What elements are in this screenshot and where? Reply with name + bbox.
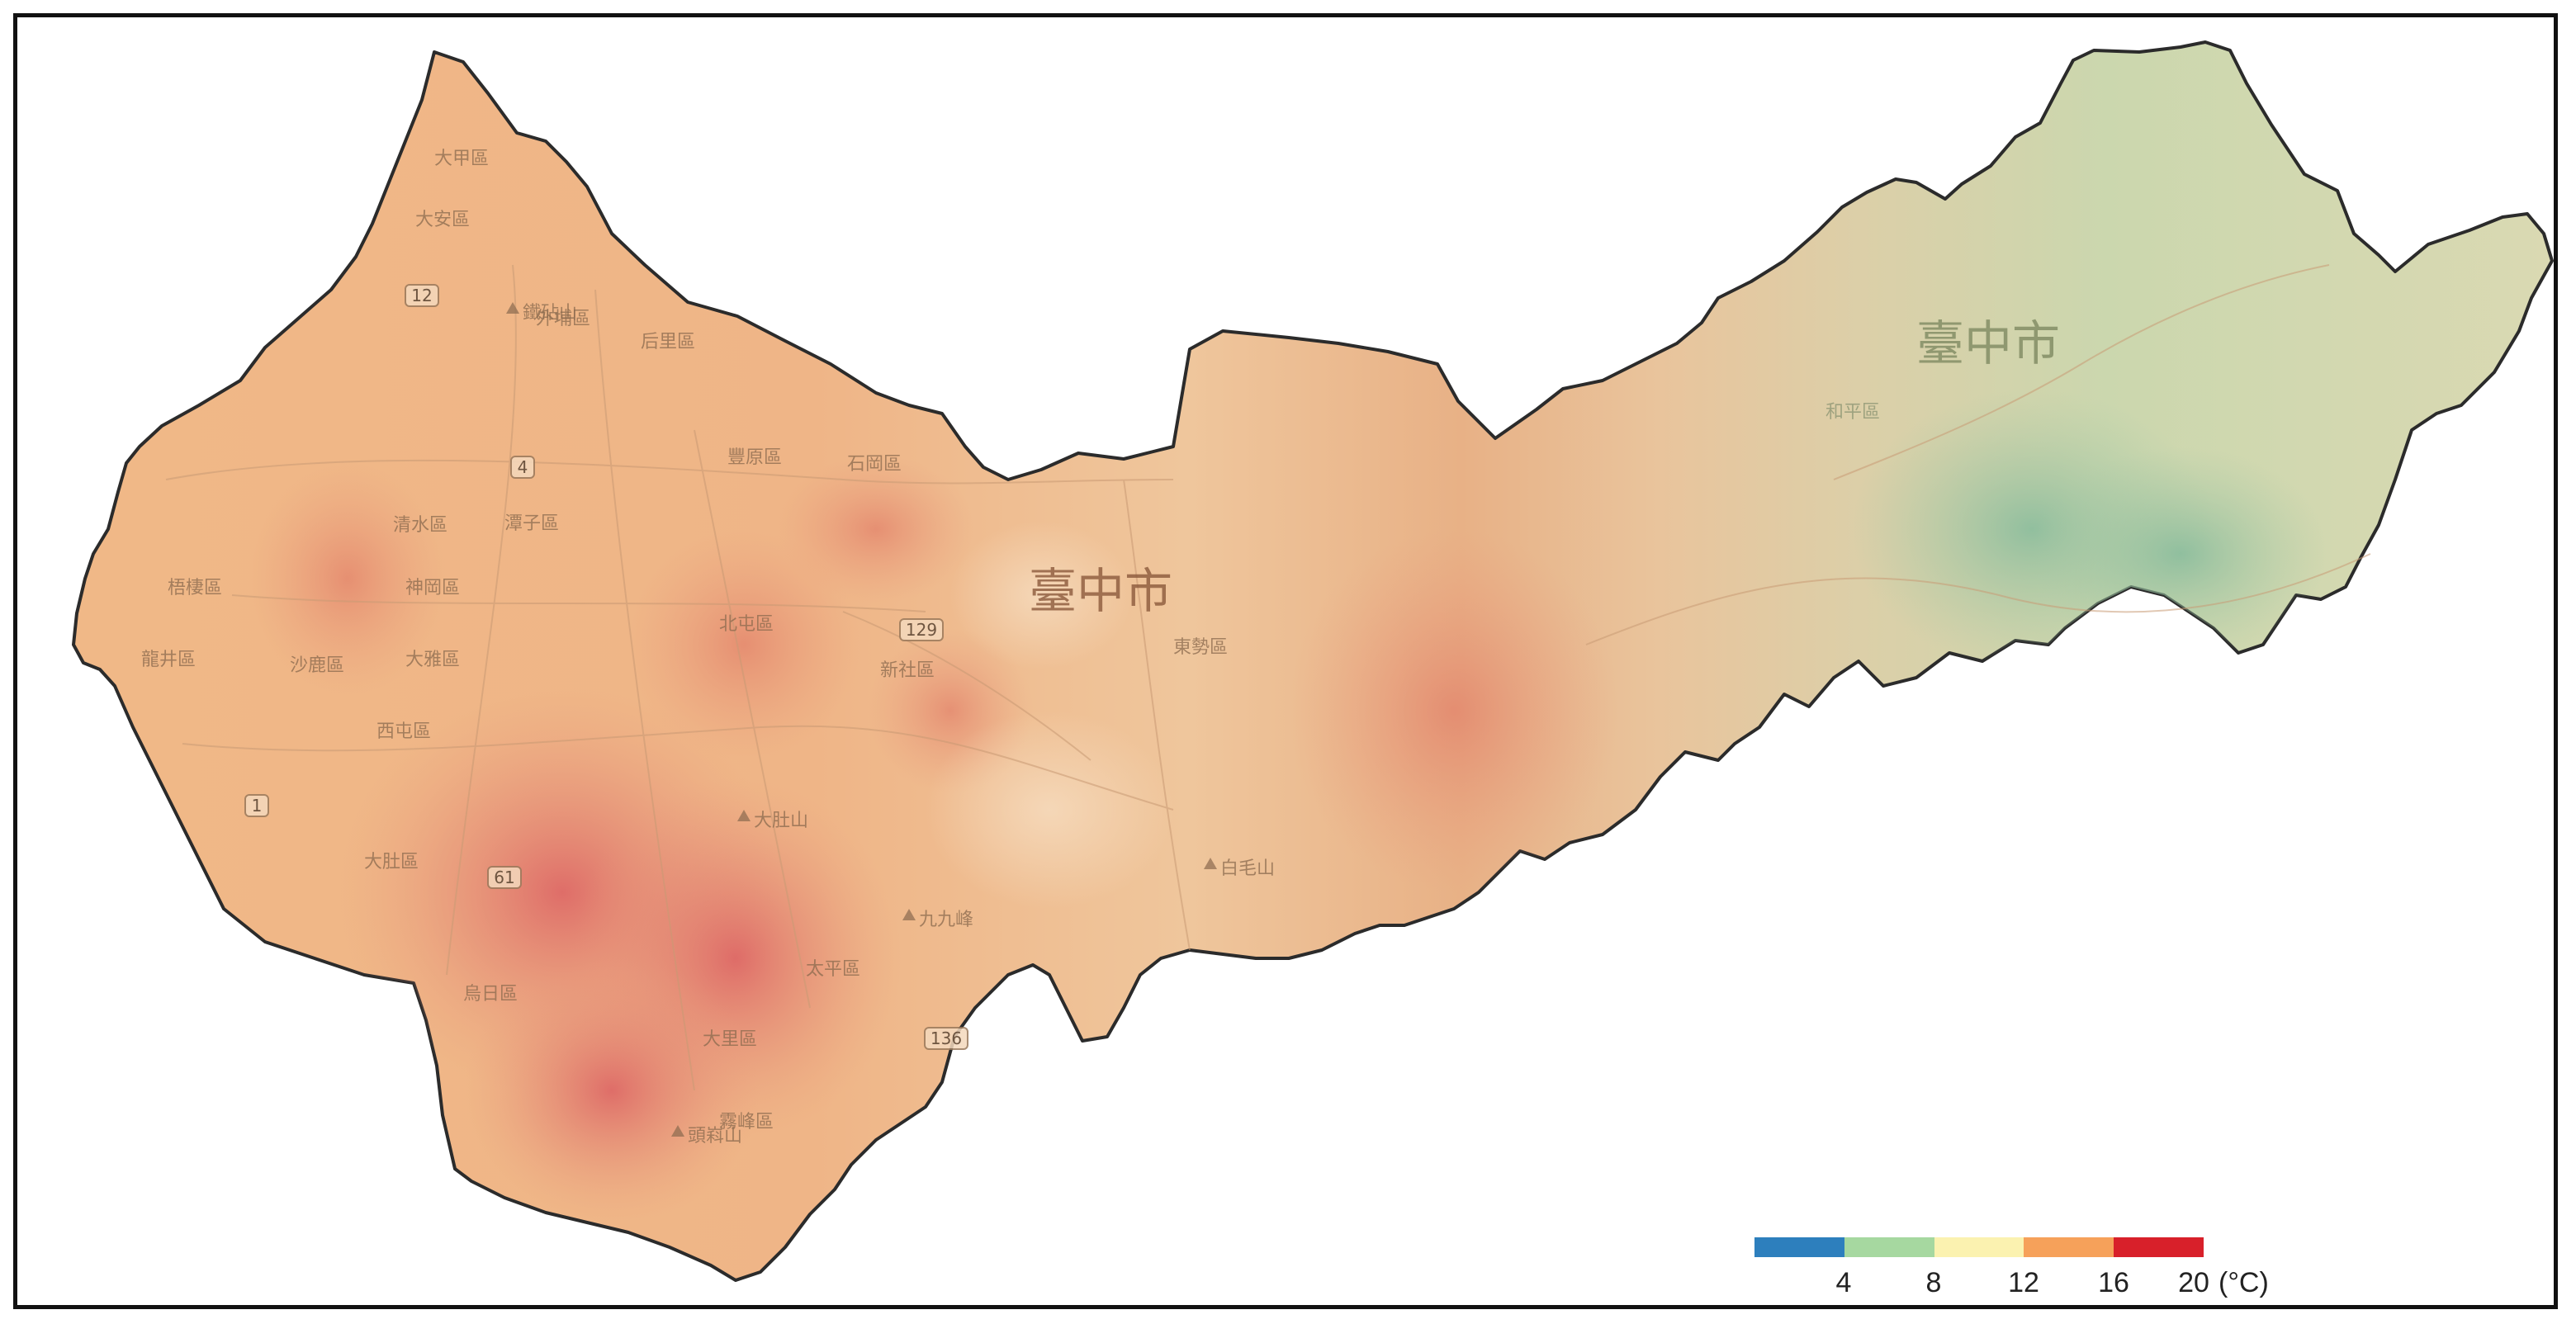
mountain-icon [671,1125,684,1137]
district-label: 潭子區 [504,513,559,534]
legend-segment [2024,1237,2114,1257]
route-shield-icon: 1 [244,794,269,817]
route-shield-icon: 12 [405,284,439,307]
city-label-east: 臺中市 [1916,315,2060,371]
route-number: 12 [411,286,432,305]
district-label: 西屯區 [376,721,431,742]
district-label: 霧峰區 [719,1112,774,1132]
district-label: 后里區 [641,332,695,352]
district-label: 和平區 [1825,402,1880,423]
mountain-label: 九九峰 [919,910,973,930]
route-shield-icon: 136 [924,1027,968,1050]
district-label: 神岡區 [405,578,460,598]
legend-labels: 4 8 12 16 20 (°C) [1754,1257,2269,1298]
legend-tick: 20 [2178,1267,2209,1298]
route-number: 1 [252,796,263,816]
mountain-label: 鐵砧山 [523,303,577,324]
route-shield-icon: 129 [899,618,944,641]
district-label: 豐原區 [727,447,782,468]
legend-unit: (°C) [2218,1267,2269,1298]
district-label: 大甲區 [434,149,489,169]
route-number: 136 [930,1028,962,1048]
mountain-label: 大肚山 [754,811,808,831]
legend-segment [1844,1237,1934,1257]
district-label: 梧棲區 [168,578,222,598]
district-label: 石岡區 [847,454,902,475]
legend-segment [1934,1237,2024,1257]
district-label: 大安區 [415,210,470,230]
legend-color-bar [1754,1237,2204,1257]
temperature-overlay [249,389,2329,1222]
route-number: 129 [906,620,937,640]
route-shield-icon: 61 [487,866,522,889]
district-label: 新社區 [880,660,935,681]
route-shield-icon: 4 [510,456,535,479]
mountain-label: 頭嵙山 [688,1126,742,1147]
city-label-west: 臺中市 [1029,563,1172,619]
mountain-icon [902,909,916,920]
mountain-icon [1204,858,1217,869]
district-label: 東勢區 [1173,637,1228,658]
district-label: 烏日區 [463,984,518,1005]
legend-tick: 4 [1835,1267,1852,1298]
legend-segment [1754,1237,1844,1257]
route-number: 61 [494,868,514,887]
temperature-legend: 4 8 12 16 20 (°C) [1754,1237,2269,1312]
district-label: 沙鹿區 [290,655,344,676]
district-label: 大里區 [703,1029,757,1050]
mountain-icon [737,810,751,821]
district-label: 太平區 [806,959,860,980]
district-label: 大肚區 [364,852,419,872]
mountain-icon [506,302,519,314]
district-label: 外埔區 [536,309,590,329]
legend-segment [2114,1237,2204,1257]
district-label: 龍井區 [141,650,196,670]
route-shields: 1 4 12 129 136 61 [244,284,968,1050]
route-number: 4 [518,457,528,477]
district-label: 北屯區 [719,614,774,635]
road-network [165,264,2371,1091]
legend-tick: 16 [2098,1267,2129,1298]
district-label: 清水區 [393,515,447,536]
district-label: 大雅區 [405,650,460,670]
mountain-label: 白毛山 [1220,858,1275,879]
legend-tick: 8 [1925,1267,1942,1298]
map-frame: 1 4 12 129 136 61 大甲區大安區外埔區后里區清水區神岡區 梧棲區沙鹿區 龍井區… [13,13,2558,1309]
legend-tick: 12 [2008,1267,2039,1298]
